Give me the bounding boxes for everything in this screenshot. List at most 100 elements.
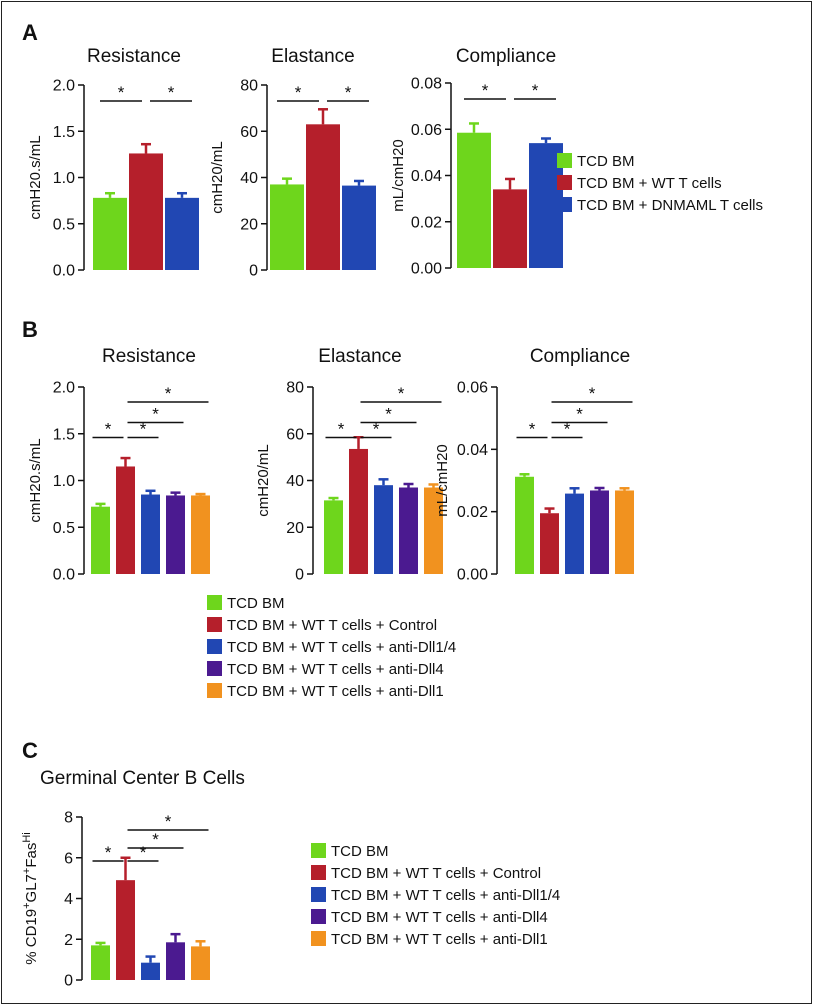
significance-star: * bbox=[140, 843, 147, 862]
chart-title: Resistance bbox=[87, 46, 181, 67]
y-tick-label: 1.0 bbox=[53, 473, 75, 490]
bar bbox=[565, 493, 584, 574]
bar bbox=[93, 197, 127, 270]
significance-star: * bbox=[105, 419, 112, 438]
y-axis-label: % CD19+GL7+FasHi bbox=[21, 832, 40, 965]
legend-item-label: TCD BM + DNMAML T cells bbox=[577, 197, 763, 214]
significance-star: * bbox=[576, 405, 583, 424]
y-axis-label-superscript: Hi bbox=[21, 832, 33, 842]
bar bbox=[91, 506, 110, 574]
significance-star: * bbox=[482, 81, 489, 100]
chart-title: Compliance bbox=[456, 46, 556, 67]
y-axis-label-part: % CD19 bbox=[23, 909, 40, 965]
bar bbox=[116, 466, 135, 574]
bar bbox=[141, 494, 160, 574]
legend-swatch bbox=[557, 197, 572, 212]
bar bbox=[166, 495, 185, 574]
y-tick-label: 20 bbox=[240, 216, 258, 233]
y-axis-label-part: GL7 bbox=[23, 874, 40, 902]
significance-star: * bbox=[564, 419, 571, 438]
y-tick-label: 6 bbox=[64, 850, 73, 867]
legend-swatch bbox=[311, 909, 326, 924]
significance-star: * bbox=[338, 419, 345, 438]
legend-item-label: TCD BM + WT T cells + anti-Dll1 bbox=[227, 683, 444, 700]
chart-title: Elastance bbox=[318, 346, 401, 367]
significance-star: * bbox=[165, 384, 172, 403]
legend-a: TCD BM TCD BM + WT T cells TCD BM + DNMAML… bbox=[557, 153, 763, 214]
y-axis-label: cmH20.s/mL bbox=[27, 135, 44, 219]
bar bbox=[349, 448, 368, 574]
y-axis-label: cmH20.s/mL bbox=[27, 438, 44, 522]
y-tick-label: 0.0 bbox=[53, 263, 75, 280]
y-tick-label: 1.5 bbox=[53, 124, 75, 141]
significance-star: * bbox=[532, 81, 539, 100]
significance-star: * bbox=[589, 384, 596, 403]
bar bbox=[116, 880, 135, 980]
legend-item-label: TCD BM bbox=[227, 595, 285, 612]
significance-star: * bbox=[168, 83, 175, 102]
y-tick-label: 8 bbox=[64, 810, 73, 827]
y-axis-label-superscript: + bbox=[21, 868, 33, 874]
legend-c: TCD BM TCD BM + WT T cells + Control TCD B… bbox=[311, 843, 560, 948]
legend-swatch bbox=[311, 887, 326, 902]
significance-star: * bbox=[105, 843, 112, 862]
y-tick-label: 4 bbox=[64, 891, 73, 908]
y-tick-label: 40 bbox=[286, 473, 304, 490]
legend-swatch bbox=[311, 865, 326, 880]
y-tick-label: 1.5 bbox=[53, 426, 75, 443]
panel-label-a: A bbox=[22, 20, 38, 45]
legend-swatch bbox=[557, 153, 572, 168]
bar bbox=[324, 500, 343, 574]
legend-item-label: TCD BM bbox=[577, 153, 635, 170]
y-tick-label: 0.06 bbox=[457, 380, 488, 397]
y-tick-label: 0.00 bbox=[457, 567, 488, 584]
y-tick-label: 1.0 bbox=[53, 170, 75, 187]
y-tick-label: 0.0 bbox=[53, 567, 75, 584]
bar bbox=[424, 487, 443, 574]
significance-star: * bbox=[385, 405, 392, 424]
bar bbox=[399, 487, 418, 574]
y-axis-label-part: Fas bbox=[23, 843, 40, 868]
bar bbox=[166, 942, 185, 980]
significance-star: * bbox=[398, 384, 405, 403]
y-axis-label: mL/cmH20 bbox=[434, 444, 451, 517]
bar bbox=[457, 132, 491, 268]
chart-title: Resistance bbox=[102, 346, 196, 367]
chart-title: Germinal Center B Cells bbox=[40, 768, 245, 789]
legend-item-label: TCD BM bbox=[331, 843, 389, 860]
y-tick-label: 2 bbox=[64, 932, 73, 949]
bar bbox=[540, 513, 559, 574]
chart-a-resistance: Resistance 0.0 0.5 1.0 1.5 2.0 cmH20.s/mL * * bbox=[27, 46, 199, 280]
bar bbox=[374, 485, 393, 574]
bar bbox=[342, 185, 376, 270]
significance-star: * bbox=[529, 419, 536, 438]
y-axis-label: cmH20/mL bbox=[255, 444, 272, 517]
legend-swatch bbox=[207, 683, 222, 698]
chart-b-compliance: Compliance 0.00 0.02 0.04 0.06 mL/cmH20 * * * * bbox=[434, 346, 634, 584]
y-tick-label: 0 bbox=[64, 973, 73, 990]
y-tick-label: 0 bbox=[249, 263, 258, 280]
legend-item-label: TCD BM + WT T cells + anti-Dll1/4 bbox=[331, 887, 560, 904]
y-tick-label: 60 bbox=[240, 124, 258, 141]
y-tick-label: 80 bbox=[286, 380, 304, 397]
legend-item-label: TCD BM + WT T cells + Control bbox=[227, 617, 437, 634]
chart-b-elastance: Elastance 0 20 40 60 80 cmH20/mL * * * * bbox=[255, 346, 443, 584]
chart-a-compliance: Compliance 0.00 0.02 0.04 0.06 0.08 mL/cmH20 * * bbox=[390, 46, 563, 278]
y-tick-label: 0.04 bbox=[457, 442, 488, 459]
bar bbox=[306, 124, 340, 270]
y-tick-label: 60 bbox=[286, 426, 304, 443]
y-axis-label: mL/cmH20 bbox=[390, 139, 407, 212]
significance-star: * bbox=[152, 830, 159, 849]
y-tick-label: 2.0 bbox=[53, 380, 75, 397]
legend-swatch bbox=[207, 595, 222, 610]
y-axis-label-superscript: + bbox=[21, 902, 33, 908]
chart-b-resistance: Resistance 0.0 0.5 1.0 1.5 2.0 cmH20.s/mL * * * * bbox=[27, 346, 210, 584]
bar bbox=[129, 153, 163, 270]
chart-title: Compliance bbox=[530, 346, 630, 367]
legend-swatch bbox=[207, 639, 222, 654]
significance-star: * bbox=[345, 83, 352, 102]
significance-star: * bbox=[165, 812, 172, 831]
bar bbox=[590, 490, 609, 574]
y-tick-label: 0.5 bbox=[53, 216, 75, 233]
